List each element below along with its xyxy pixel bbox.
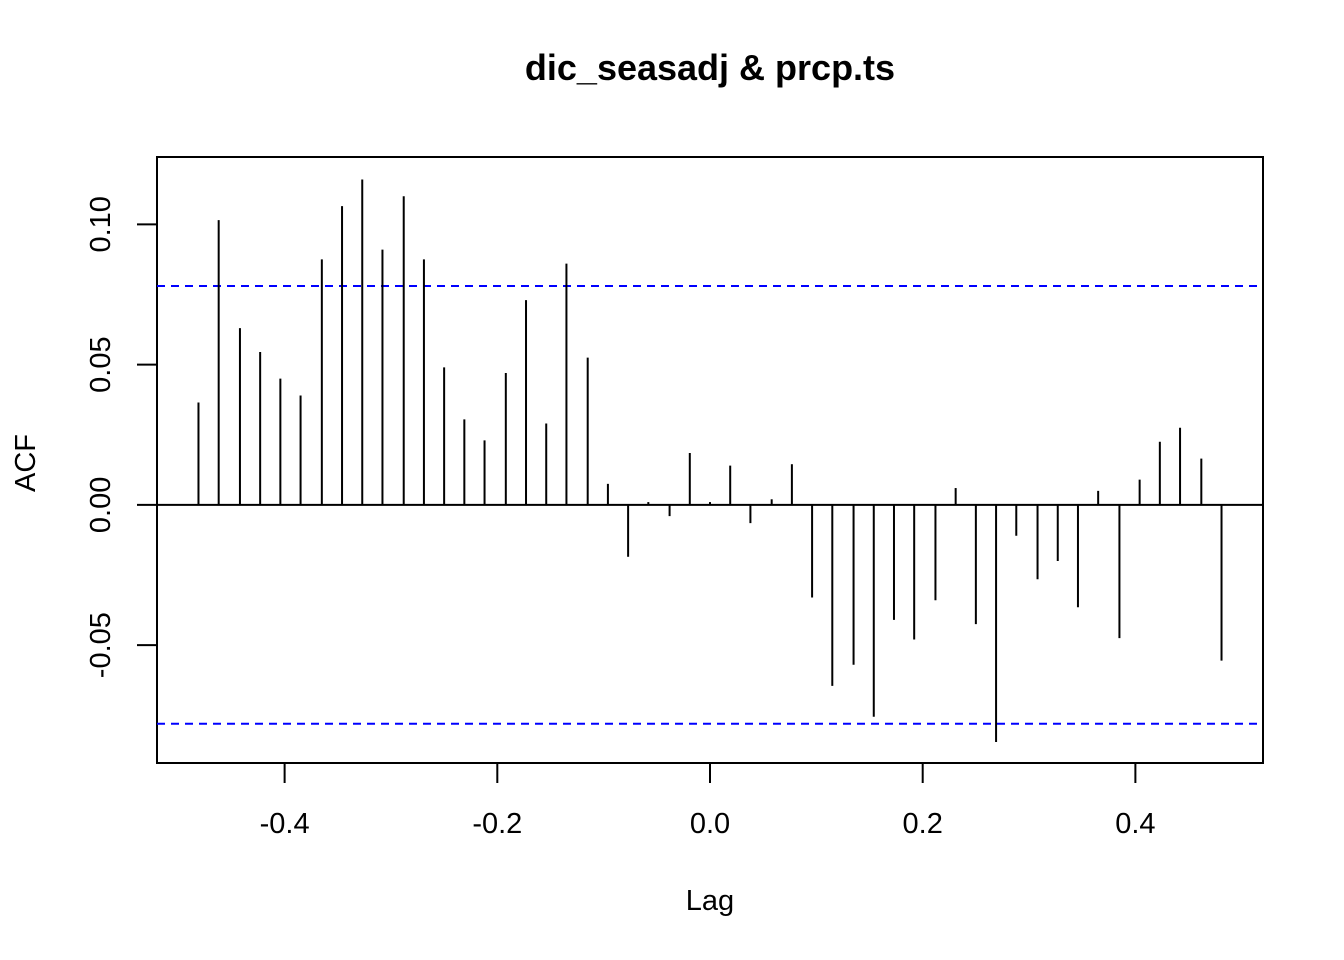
acf-spikes	[197, 179, 1223, 742]
x-tick-label: -0.4	[260, 808, 310, 840]
y-tick-label: 0.10	[85, 196, 117, 252]
x-tick-label: 0.2	[903, 808, 943, 840]
y-axis-label: ACF	[10, 434, 42, 492]
plot-frame	[156, 156, 1264, 764]
y-tick-label: -0.05	[85, 612, 117, 678]
x-axis: -0.4 -0.2 0.0 0.2 0.4	[260, 762, 1156, 840]
y-tick-label: 0.05	[85, 336, 117, 392]
x-tick-label: 0.0	[690, 808, 730, 840]
y-axis: -0.05 0.00 0.05 0.10	[85, 196, 158, 678]
x-tick-label: 0.4	[1115, 808, 1155, 840]
x-axis-label: Lag	[686, 885, 734, 917]
x-tick-label: -0.2	[472, 808, 522, 840]
chart-title: dic_seasadj & prcp.ts	[525, 47, 895, 88]
y-tick-label: 0.00	[85, 477, 117, 533]
